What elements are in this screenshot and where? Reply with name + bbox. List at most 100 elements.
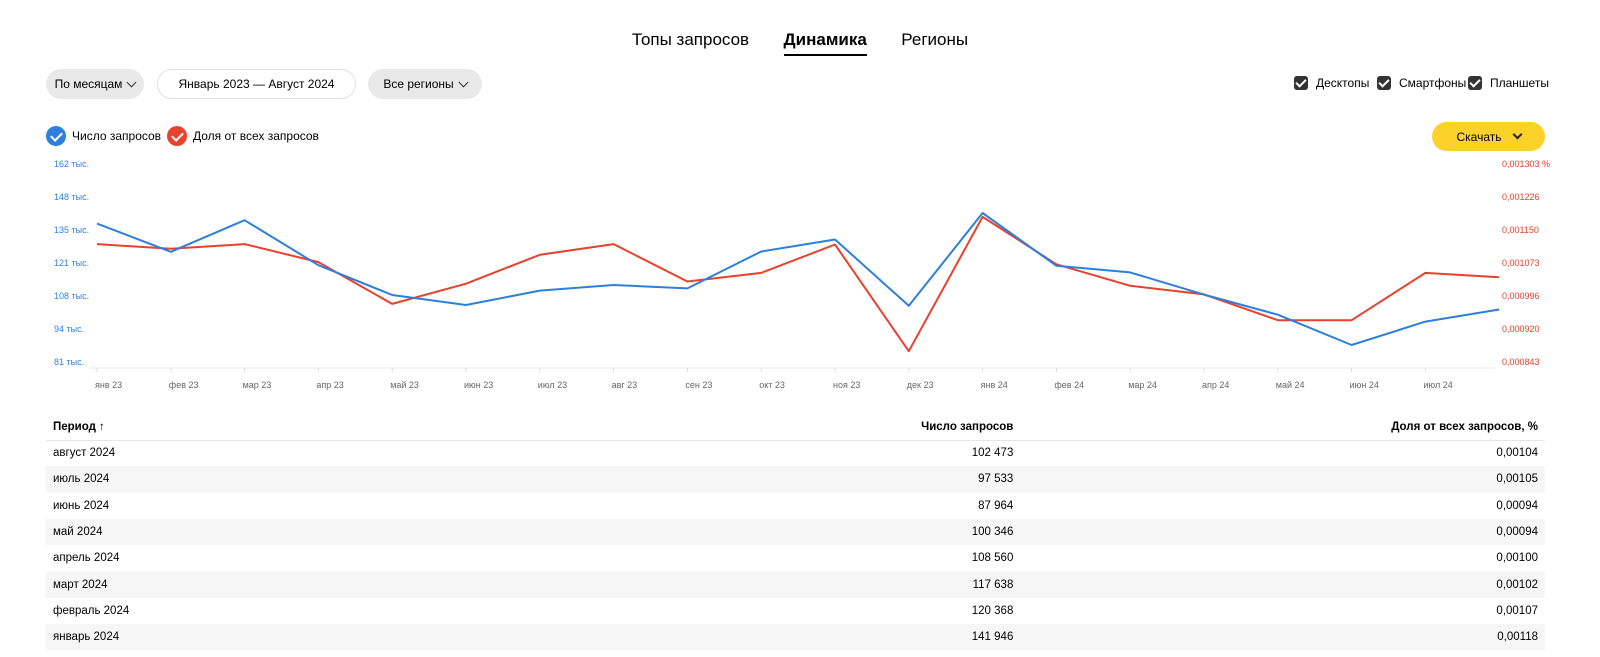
download-button[interactable]: Скачать	[1432, 122, 1545, 151]
cell-period: март 2024	[46, 571, 871, 598]
device-desktop-label: Десктопы	[1316, 76, 1370, 90]
cell-period: февраль 2024	[53, 604, 130, 617]
legend-query-count-label: Число запросов	[72, 129, 162, 143]
cell-period: июнь 2024	[53, 499, 110, 512]
table-row: январь 2024 141 946 0,00118	[46, 624, 1545, 651]
chevron-down-icon	[1512, 129, 1522, 140]
y-left-tick-label: 121 тыс.	[54, 258, 89, 268]
x-tick-label: ноя 23	[833, 380, 860, 390]
cell-share: 0,00105	[1020, 466, 1545, 493]
cell-count: 108 560	[971, 552, 1014, 565]
tab-dynamics[interactable]: Динамика	[783, 30, 867, 56]
cell-count: 102 473	[971, 447, 1014, 460]
x-tick-label: июн 24	[1350, 380, 1379, 390]
data-table: Период ↑ Число запросов Доля от всех запр…	[46, 414, 1545, 651]
y-left-tick-label: 162 тыс.	[54, 159, 89, 169]
cell-period: январь 2024	[46, 624, 871, 651]
device-tablet-label: Планшеты	[1490, 76, 1549, 90]
y-right-tick-label: 0,001303 %	[1502, 159, 1550, 169]
arrow-up-icon: ↑	[98, 420, 105, 433]
y-left-tick-label: 148 тыс.	[54, 192, 89, 202]
cell-period: июль 2024	[46, 466, 871, 493]
region-dropdown[interactable]: Все регионы	[368, 69, 482, 99]
y-left-tick-label: 81 тыс.	[54, 357, 84, 367]
tab-top-queries[interactable]: Топы запросов	[631, 30, 750, 49]
cell-share: 0,00094	[1496, 499, 1538, 512]
table-row: апрель 2024 108 560 0,00100	[46, 545, 1545, 571]
x-tick-label: сен 23	[685, 380, 712, 390]
tab-bar: Топы запросов Динамика Регионы	[0, 30, 1600, 56]
column-header-count[interactable]: Число запросов	[870, 414, 1021, 441]
period-group-dropdown[interactable]: По месяцам	[46, 69, 144, 99]
date-range-label: Январь 2023 — Август 2024	[178, 77, 335, 91]
device-tablet-checkbox[interactable]: Планшеты	[1468, 76, 1549, 90]
x-tick-label: апр 24	[1202, 380, 1229, 390]
region-label: Все регионы	[383, 77, 454, 91]
device-smartphone-label: Смартфоны	[1399, 76, 1467, 90]
y-right-tick-label: 0,000920	[1502, 324, 1540, 334]
cell-share: 0,00100	[1496, 552, 1538, 565]
series-line-query-share	[96, 215, 1500, 353]
cell-share: 0,00102	[1020, 571, 1545, 598]
table-row: июнь 2024 87 964 0,00094	[46, 493, 1545, 519]
cell-share: 0,00104	[1496, 447, 1538, 460]
series-line-query-count	[96, 212, 1500, 346]
table-row: август 2024 102 473 0,00104	[46, 440, 1545, 466]
device-desktop-checkbox[interactable]: Десктопы	[1294, 76, 1369, 90]
cell-share: 0,00118	[1020, 624, 1545, 651]
x-tick-label: мар 23	[243, 380, 272, 390]
x-tick-label: фев 24	[1054, 380, 1084, 390]
cell-period: апрель 2024	[53, 552, 120, 565]
download-label: Скачать	[1456, 129, 1502, 144]
x-tick-label: авг 23	[612, 380, 638, 390]
checkbox-checked-icon	[1377, 76, 1391, 90]
checkbox-checked-icon	[1468, 76, 1482, 90]
cell-period: август 2024	[53, 447, 116, 460]
column-header-period[interactable]: Период ↑	[46, 414, 871, 441]
tab-regions[interactable]: Регионы	[901, 30, 969, 49]
x-tick-label: май 24	[1276, 380, 1305, 390]
x-tick-label: апр 23	[316, 380, 343, 390]
check-circle-icon	[167, 126, 187, 146]
x-tick-label: янв 23	[95, 380, 122, 390]
table-row: март 2024 117 638 0,00102	[46, 571, 1545, 598]
cell-count: 100 346	[870, 518, 1021, 546]
table-row: февраль 2024 120 368 0,00107	[46, 598, 1545, 624]
x-tick-label: июл 23	[538, 380, 567, 390]
y-right-tick-label: 0,001150	[1502, 225, 1539, 235]
cell-count: 117 638	[870, 571, 1021, 598]
check-circle-icon	[46, 126, 66, 146]
legend-query-share-label: Доля от всех запросов	[193, 129, 319, 143]
y-left-tick-label: 108 тыс.	[54, 291, 89, 301]
chevron-down-icon	[458, 77, 469, 87]
chevron-down-icon	[126, 77, 137, 87]
cell-count: 120 368	[971, 604, 1014, 617]
device-smartphone-checkbox[interactable]: Смартфоны	[1377, 76, 1466, 90]
table-header-row: Период ↑ Число запросов Доля от всех запр…	[46, 414, 1545, 441]
table-row: июль 2024 97 533 0,00105	[46, 466, 1545, 493]
y-right-tick-label: 0,000843	[1502, 357, 1540, 367]
y-right-tick-label: 0,000996	[1502, 291, 1540, 301]
y-left-tick-label: 94 тыс.	[54, 324, 84, 334]
cell-share: 0,00107	[1496, 604, 1538, 617]
table-row: май 2024 100 346 0,00094	[46, 518, 1545, 546]
x-tick-label: май 23	[390, 380, 419, 390]
x-tick-label: фев 23	[169, 380, 199, 390]
cell-count: 87 964	[978, 499, 1014, 512]
x-tick-label: янв 24	[981, 380, 1008, 390]
column-header-share[interactable]: Доля от всех запросов, %	[1020, 414, 1545, 441]
x-tick-label: окт 23	[759, 380, 785, 390]
cell-period: май 2024	[46, 518, 871, 546]
column-header-period-label: Период	[53, 420, 96, 433]
legend-query-count[interactable]: Число запросов	[46, 126, 161, 146]
cell-count: 97 533	[870, 466, 1021, 493]
x-tick-label: дек 23	[907, 380, 934, 390]
legend-query-share[interactable]: Доля от всех запросов	[167, 126, 319, 146]
y-left-tick-label: 135 тыс.	[54, 225, 89, 235]
x-tick-label: мар 24	[1128, 380, 1157, 390]
x-tick-label: июн 23	[464, 380, 493, 390]
cell-share: 0,00094	[1020, 518, 1545, 546]
y-right-tick-label: 0,001073	[1502, 258, 1540, 268]
period-group-label: По месяцам	[54, 77, 123, 91]
date-range-picker[interactable]: Январь 2023 — Август 2024	[157, 69, 356, 99]
